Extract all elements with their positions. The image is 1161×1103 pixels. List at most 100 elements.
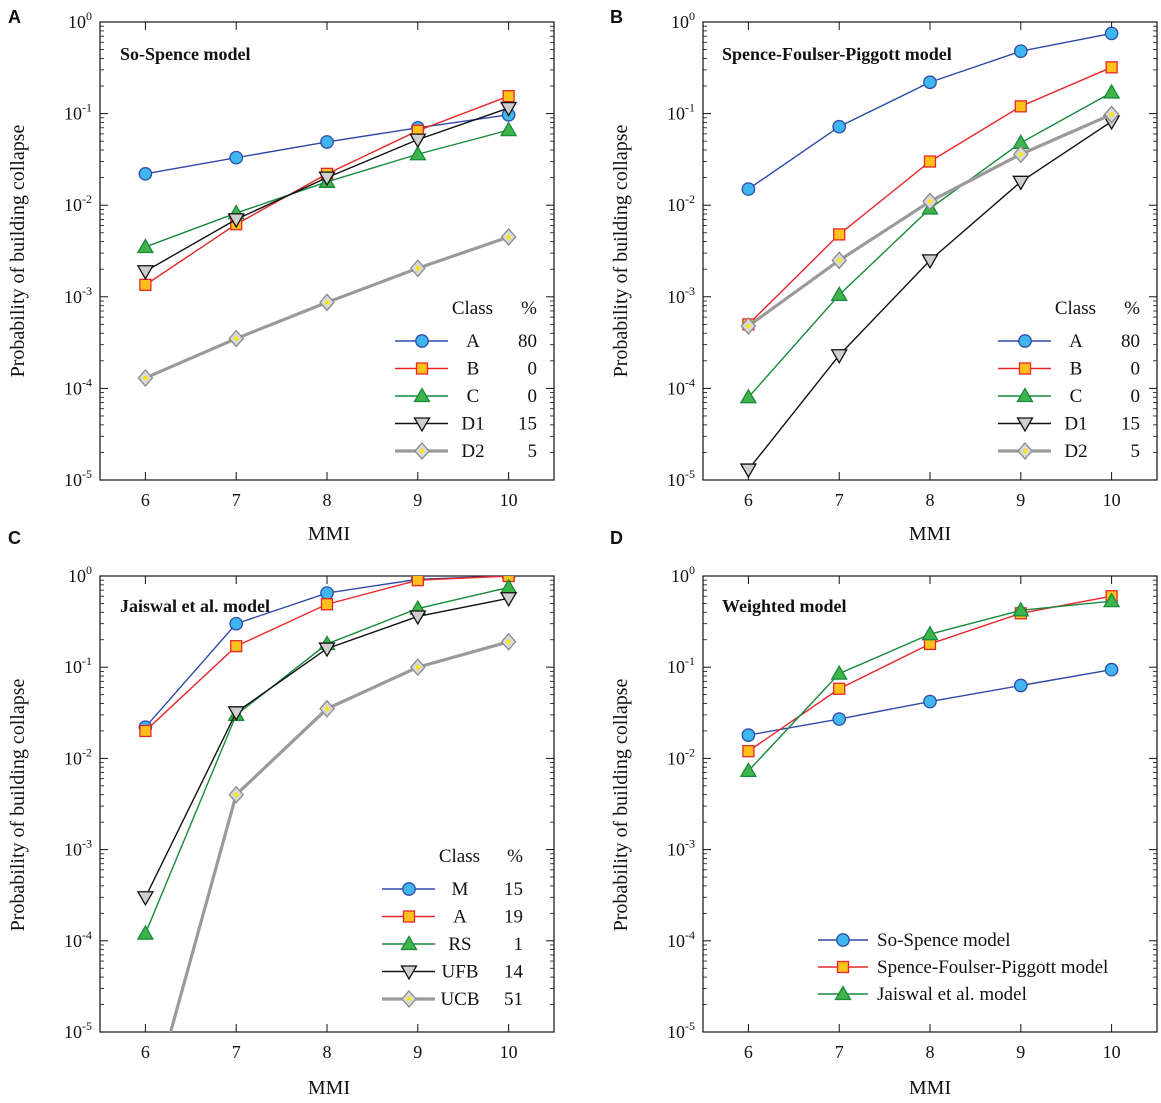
data-point <box>830 349 848 365</box>
data-point <box>1102 592 1121 608</box>
y-tick-label: 10-4 <box>667 928 695 951</box>
y-axis-label: Probability of building collapse <box>7 679 29 932</box>
data-point-center <box>142 374 148 381</box>
x-axis-label: MMI <box>909 523 951 545</box>
plot-frame <box>702 21 1158 481</box>
legend-marker-center <box>1022 448 1028 454</box>
series-so-spence-model <box>741 662 1119 742</box>
x-tick-label: 9 <box>1016 490 1025 510</box>
panel-title: Weighted model <box>722 596 847 616</box>
data-point <box>830 286 848 302</box>
legend-pct-label: 0 <box>1131 359 1141 380</box>
data-point <box>409 145 427 161</box>
legend-class-label: UCB <box>440 989 479 1010</box>
data-point <box>1104 26 1119 41</box>
data-point-center <box>506 233 512 240</box>
data-point <box>230 640 243 653</box>
data-point <box>502 90 515 103</box>
data-point <box>229 150 244 165</box>
data-point <box>318 642 336 658</box>
data-point <box>229 616 244 631</box>
data-point <box>136 891 155 907</box>
legend-header-pct: % <box>507 846 523 867</box>
x-tick-label: 6 <box>744 1042 753 1062</box>
data-point <box>138 166 153 181</box>
legend-series-label: So-Spence model <box>877 930 1011 951</box>
data-point <box>409 133 427 149</box>
series-c <box>739 83 1121 404</box>
y-tick-label: 10-3 <box>667 284 695 307</box>
legend-pct-label: 15 <box>1121 414 1140 435</box>
data-point <box>136 924 155 940</box>
y-tick-label: 10-5 <box>667 1019 695 1042</box>
y-tick-label: 10-1 <box>667 101 695 124</box>
legend-marker-center <box>419 448 425 454</box>
legend-marker <box>413 387 431 403</box>
data-point <box>1014 100 1027 113</box>
data-point <box>832 712 847 726</box>
data-point <box>136 265 155 281</box>
legend-class-label: B <box>467 359 480 380</box>
data-point <box>923 75 937 90</box>
data-point-center <box>927 198 933 205</box>
series-line <box>747 120 1112 470</box>
data-point <box>409 610 427 626</box>
y-tick-label: 10-2 <box>64 745 92 768</box>
data-point <box>832 119 847 134</box>
legend-class-label: D1 <box>1064 414 1087 435</box>
legend-class-label: A <box>453 907 467 928</box>
series-a <box>741 26 1119 196</box>
data-point <box>1012 175 1030 191</box>
legend-marker <box>836 960 850 974</box>
y-tick-label: 10-5 <box>64 1019 92 1042</box>
data-point-center <box>506 638 512 645</box>
data-point <box>1012 601 1030 617</box>
y-axis-label: Probability of building collapse <box>610 679 632 932</box>
legend-marker <box>402 882 416 896</box>
x-tick-label: 6 <box>744 490 753 510</box>
data-point <box>921 625 939 641</box>
legend-pct-label: 0 <box>528 359 538 380</box>
data-point <box>833 228 846 241</box>
data-point-center <box>1018 151 1024 158</box>
y-tick-label: 10-1 <box>64 654 92 677</box>
legend-pct-label: 5 <box>1131 441 1141 462</box>
legend-pct-label: 80 <box>1121 331 1140 352</box>
panel-letter: D <box>610 528 623 548</box>
data-point-center <box>745 322 751 329</box>
legend-class-label: A <box>1069 331 1083 352</box>
data-point <box>833 682 846 695</box>
data-point <box>830 664 848 680</box>
legend-class-label: M <box>452 879 469 900</box>
legend-series-label: Spence-Foulser-Piggott model <box>877 957 1108 978</box>
y-tick-label: 10-4 <box>667 375 695 398</box>
panel-letter: A <box>8 7 21 27</box>
legend-marker <box>415 362 429 375</box>
data-point <box>136 238 155 254</box>
data-point-center <box>324 299 330 306</box>
y-tick-label: 10-3 <box>64 284 92 307</box>
legend-header-class: Class <box>452 298 493 319</box>
y-tick-label: 10-1 <box>667 654 695 677</box>
data-point <box>739 388 758 404</box>
y-axis-label: Probability of building collapse <box>7 125 29 378</box>
data-point <box>411 576 424 587</box>
y-tick-label: 10-3 <box>64 837 92 860</box>
x-tick-label: 10 <box>1103 490 1121 510</box>
x-axis-label: MMI <box>308 523 350 545</box>
data-point-center <box>1109 111 1115 118</box>
legend-class-label: RS <box>448 934 471 955</box>
data-point <box>1102 83 1121 99</box>
legend-series-label: Jaiswal et al. model <box>877 984 1027 1005</box>
data-point-center <box>233 335 239 342</box>
data-point <box>139 278 152 292</box>
y-tick-label: 100 <box>671 563 695 586</box>
series-line <box>748 595 1112 752</box>
data-point <box>499 101 518 117</box>
y-tick-label: 10-3 <box>667 837 695 860</box>
data-point <box>1013 44 1028 59</box>
legend-header-class: Class <box>439 846 480 867</box>
legend-pct-label: 0 <box>1131 386 1141 407</box>
panel-letter: B <box>610 7 623 27</box>
legend-class-label: C <box>1070 386 1083 407</box>
